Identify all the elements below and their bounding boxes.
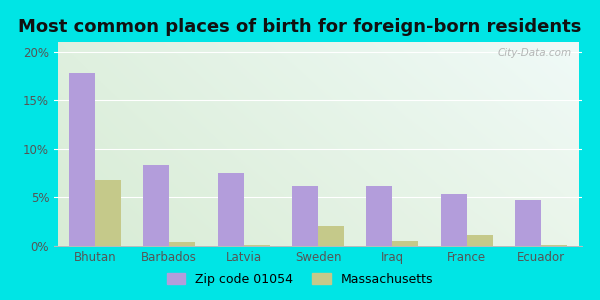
- Bar: [244, 245, 269, 246]
- Bar: [467, 235, 493, 246]
- Bar: [218, 173, 244, 246]
- Bar: [143, 165, 169, 246]
- Bar: [515, 200, 541, 246]
- Bar: [541, 245, 567, 246]
- Text: Most common places of birth for foreign-born residents: Most common places of birth for foreign-…: [19, 18, 581, 36]
- Bar: [169, 242, 195, 246]
- Bar: [292, 186, 318, 246]
- Bar: [318, 226, 344, 246]
- Bar: [392, 241, 418, 246]
- Legend: Zip code 01054, Massachusetts: Zip code 01054, Massachusetts: [161, 268, 439, 291]
- Bar: [69, 73, 95, 246]
- Bar: [441, 194, 467, 246]
- Bar: [367, 186, 392, 246]
- Text: City-Data.com: City-Data.com: [497, 48, 571, 58]
- Bar: [95, 180, 121, 246]
